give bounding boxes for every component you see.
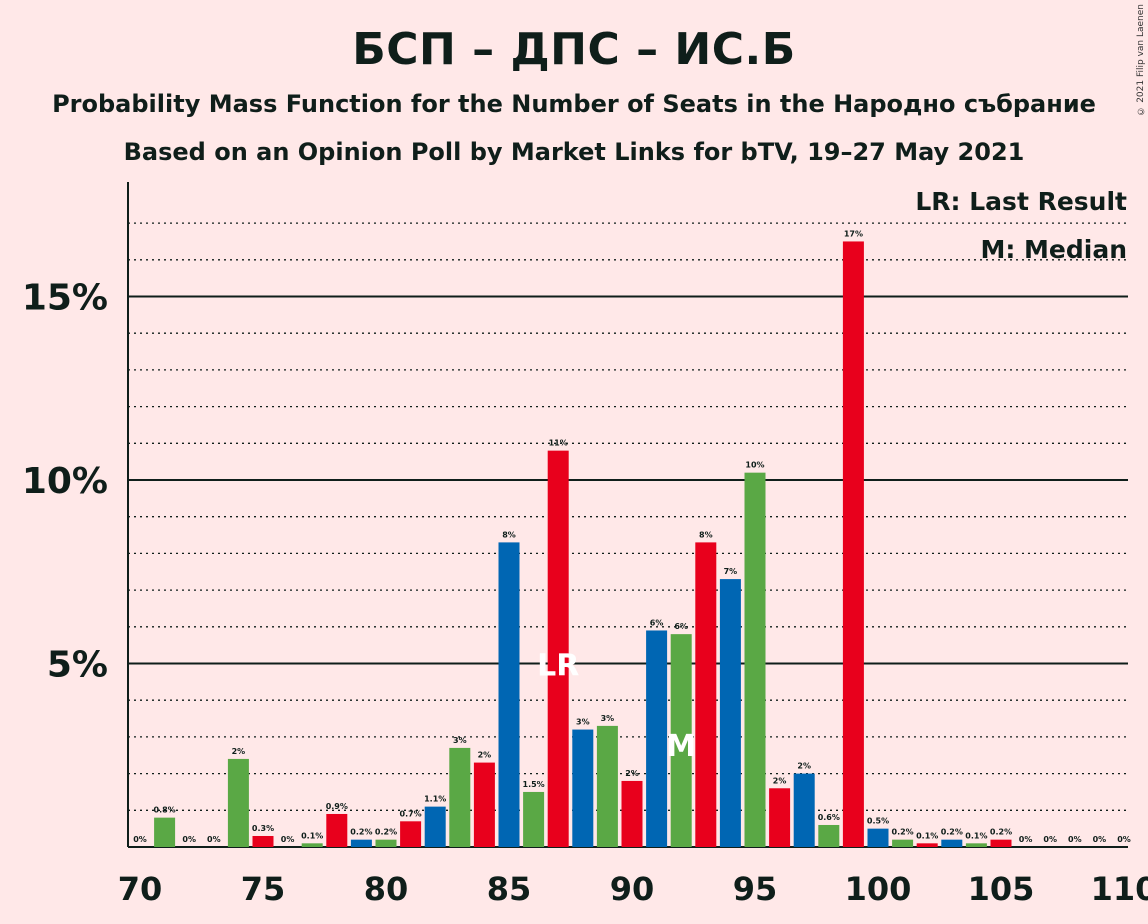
x-tick-label: 105 — [968, 870, 1035, 908]
bar-label-seat-105: 0.2% — [990, 828, 1012, 837]
x-tick-label: 70 — [118, 870, 163, 908]
bar-seat-96 — [769, 788, 791, 847]
bar-seat-102 — [916, 843, 938, 847]
bar-seat-104 — [965, 843, 987, 847]
bar-label-seat-83: 3% — [453, 736, 467, 745]
chart-subtitle: Probability Mass Function for the Number… — [52, 90, 1096, 118]
bar-seat-97 — [793, 773, 815, 847]
bar-label-seat-72: 0% — [182, 835, 196, 844]
legend-median: M: Median — [980, 235, 1127, 264]
chart-title: БСП – ДПС – ИС.Б — [352, 24, 796, 75]
bar-label-seat-73: 0% — [207, 835, 221, 844]
x-tick-label: 75 — [241, 870, 286, 908]
bar-label-seat-106: 0% — [1019, 835, 1033, 844]
bar-label-seat-77: 0.1% — [301, 831, 323, 840]
bar-label-seat-93: 8% — [699, 530, 713, 539]
bar-seat-95 — [744, 472, 766, 847]
x-tick-label: 100 — [845, 870, 912, 908]
bar-seat-98 — [818, 824, 840, 847]
bar-label-seat-91: 6% — [650, 618, 664, 627]
bar-label-seat-94: 7% — [724, 567, 738, 576]
y-tick-label: 10% — [22, 461, 108, 502]
bar-seat-81 — [400, 821, 422, 847]
bar-label-seat-103: 0.2% — [941, 828, 963, 837]
bar-label-seat-95: 10% — [745, 461, 764, 470]
bar-seat-86 — [523, 791, 545, 847]
bar-seat-93 — [695, 542, 717, 847]
bar-label-seat-101: 0.2% — [892, 828, 914, 837]
bar-label-seat-97: 2% — [797, 762, 811, 771]
bar-label-seat-92: 6% — [674, 622, 688, 631]
x-tick-label: 85 — [487, 870, 532, 908]
bar-label-seat-109: 0% — [1093, 835, 1107, 844]
bar-seat-78 — [326, 813, 348, 847]
bar-label-seat-102: 0.1% — [916, 831, 938, 840]
bar-seat-103 — [941, 839, 963, 847]
bar-seat-92 — [670, 634, 692, 847]
bar-seat-87 — [547, 450, 569, 847]
bar-seat-94 — [719, 579, 741, 847]
bar-seat-77 — [301, 843, 323, 847]
bar-label-seat-76: 0% — [281, 835, 295, 844]
bar-label-seat-82: 1.1% — [424, 795, 446, 804]
bar-seat-91 — [646, 630, 668, 847]
bar-label-seat-98: 0.6% — [818, 813, 840, 822]
bar-label-seat-104: 0.1% — [965, 831, 987, 840]
x-tick-label: 80 — [364, 870, 409, 908]
last-result-marker: LR — [537, 649, 579, 684]
bar-label-seat-80: 0.2% — [375, 828, 397, 837]
bar-label-seat-71: 0.8% — [154, 806, 176, 815]
bar-seat-100 — [867, 828, 889, 847]
bar-seat-88 — [572, 729, 594, 847]
bar-label-seat-100: 0.5% — [867, 817, 889, 826]
bar-label-seat-110: 0% — [1117, 835, 1131, 844]
median-marker: M — [666, 729, 696, 764]
y-tick-label: 15% — [22, 278, 108, 319]
bar-label-seat-86: 1.5% — [523, 780, 545, 789]
bar-label-seat-96: 2% — [773, 776, 787, 785]
chart-subtitle-poll: Based on an Opinion Poll by Market Links… — [123, 138, 1025, 166]
bar-seat-105 — [990, 839, 1012, 847]
bar-label-seat-85: 8% — [502, 530, 516, 539]
bar-seat-74 — [227, 758, 249, 847]
bar-label-seat-81: 0.7% — [400, 809, 422, 818]
x-tick-label: 95 — [733, 870, 778, 908]
bar-seat-99 — [842, 241, 864, 847]
bar-seat-82 — [424, 806, 446, 847]
bar-seat-85 — [498, 542, 520, 847]
bar-label-seat-90: 2% — [625, 769, 639, 778]
bar-label-seat-74: 2% — [232, 747, 246, 756]
y-tick-label: 5% — [47, 645, 108, 686]
legend-last-result: LR: Last Result — [915, 187, 1127, 216]
bar-seat-89 — [596, 725, 618, 847]
bar-seat-90 — [621, 780, 643, 847]
bar-label-seat-75: 0.3% — [252, 824, 274, 833]
bar-label-seat-78: 0.9% — [326, 802, 348, 811]
bar-label-seat-89: 3% — [601, 714, 615, 723]
bar-label-seat-108: 0% — [1068, 835, 1082, 844]
bar-seat-84 — [473, 762, 495, 847]
bar-seat-83 — [449, 747, 471, 847]
bar-label-seat-88: 3% — [576, 718, 590, 727]
bar-seat-101 — [892, 839, 914, 847]
bar-seat-75 — [252, 835, 274, 847]
x-tick-label: 110 — [1091, 870, 1148, 908]
bar-label-seat-87: 11% — [549, 439, 568, 448]
bar-label-seat-84: 2% — [478, 751, 492, 760]
bar-label-seat-99: 17% — [844, 229, 863, 238]
bar-seat-80 — [375, 839, 397, 847]
bar-seat-71 — [154, 817, 176, 847]
bar-seat-79 — [350, 839, 372, 847]
bar-label-seat-70: 0% — [133, 835, 147, 844]
bar-label-seat-107: 0% — [1043, 835, 1057, 844]
x-tick-label: 90 — [610, 870, 655, 908]
bar-label-seat-79: 0.2% — [350, 828, 372, 837]
